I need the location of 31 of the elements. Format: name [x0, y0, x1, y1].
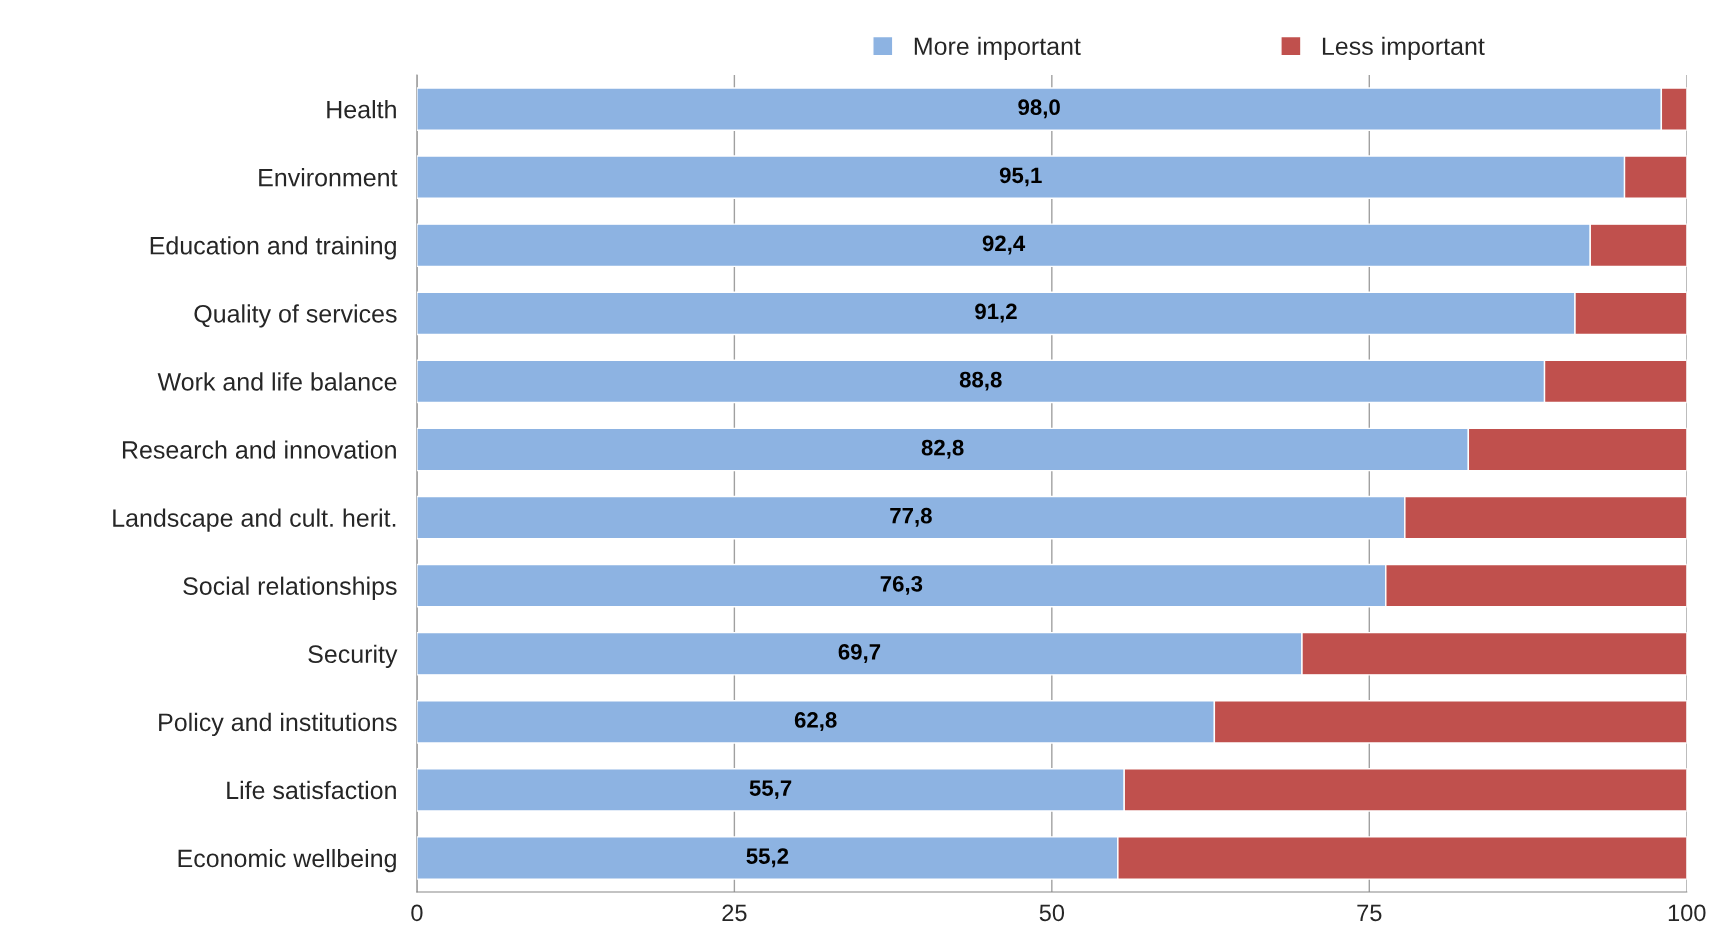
legend-label: Less important [1322, 36, 1485, 61]
y-tick-label: Education and training [150, 236, 396, 260]
y-tick-label: Quality of services [194, 304, 397, 328]
data-label: 69,7 [838, 643, 881, 663]
data-label: 92,4 [982, 235, 1026, 255]
y-tick-label: Policy and institutions [159, 712, 397, 737]
data-label: 55,2 [746, 848, 789, 868]
y-tick-label: Social relationships [183, 576, 397, 600]
x-tick-label: 25 [722, 904, 747, 922]
x-tick-label: 75 [1357, 904, 1382, 922]
data-label: 76,3 [880, 575, 923, 595]
data-label: 91,2 [975, 303, 1017, 323]
y-tick-label: Work and life balance [157, 372, 397, 391]
y-tick-label: Economic wellbeing [178, 848, 396, 873]
y-tick-label: Health [327, 100, 396, 119]
legend-label: More important [914, 36, 1081, 61]
data-label: 95,1 [999, 167, 1042, 187]
y-tick-label: Landscape and cult. herit. [113, 508, 396, 532]
data-label: 88,8 [959, 371, 1002, 391]
y-tick-label: Security [308, 644, 398, 668]
x-tick-label: 100 [1668, 904, 1706, 922]
data-label: 98,0 [1018, 99, 1060, 119]
y-tick-label: Research and innovation [122, 440, 396, 459]
x-tick-label: 0 [411, 904, 423, 922]
x-tick-label: 50 [1039, 904, 1065, 922]
data-label: 82,8 [921, 439, 964, 459]
data-label: 62,8 [794, 712, 837, 732]
data-label: 55,7 [749, 780, 792, 800]
y-tick-label: Life satisfaction [227, 780, 396, 800]
data-label: 77,8 [890, 507, 932, 527]
y-tick-label: Environment [259, 168, 398, 187]
